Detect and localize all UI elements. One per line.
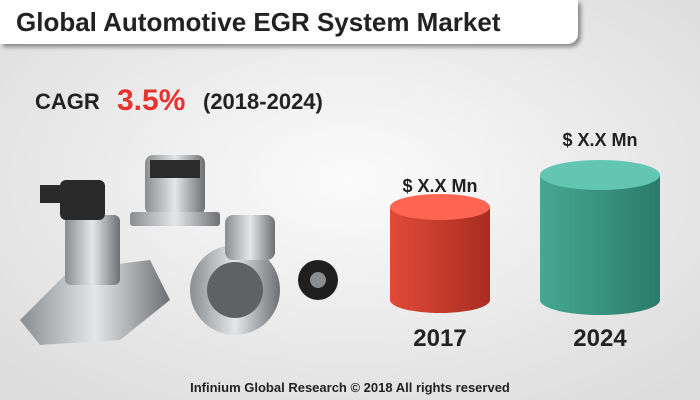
cylinder-top	[390, 194, 490, 220]
cylinder-body	[390, 207, 490, 313]
title: Global Automotive EGR System Market	[16, 7, 501, 37]
bar-label: $ X.X Mn	[562, 130, 637, 150]
footer: Infinium Global Research © 2018 All righ…	[190, 380, 510, 395]
cylinder-top	[540, 160, 660, 190]
bar-label: $ X.X Mn	[402, 176, 477, 196]
cagr-label: CAGR	[35, 89, 100, 114]
cagr-value: 3.5%	[117, 84, 185, 117]
bar-year: 2024	[573, 325, 627, 352]
egr-valves-illustration	[20, 155, 338, 345]
bar-2024	[540, 160, 660, 315]
cagr-period: (2018-2024)	[203, 89, 323, 114]
title-box	[0, 0, 578, 44]
cylinder-body	[540, 175, 660, 315]
bar-year: 2017	[413, 325, 466, 352]
bar-2017	[390, 194, 490, 313]
